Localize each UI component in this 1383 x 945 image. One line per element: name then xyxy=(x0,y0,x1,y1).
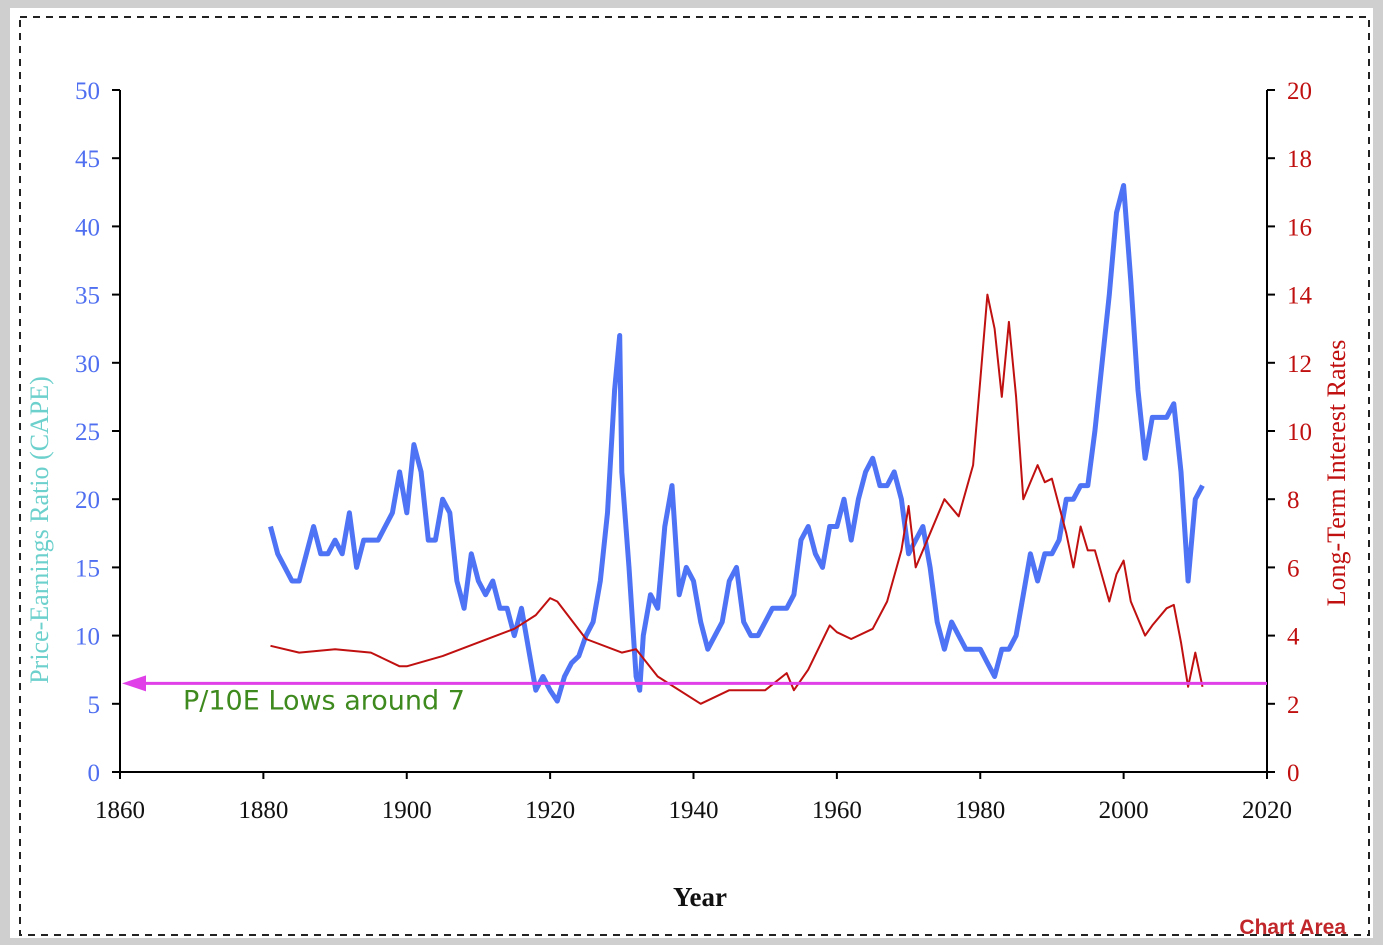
chart-background xyxy=(10,8,1373,938)
right-tick-label: 12 xyxy=(1287,351,1312,378)
right-tick-label: 4 xyxy=(1287,624,1300,651)
right-tick-label: 14 xyxy=(1287,283,1313,310)
left-tick-label: 35 xyxy=(75,283,100,310)
left-tick-label: 25 xyxy=(75,419,100,446)
x-tick-label: 2020 xyxy=(1242,797,1292,824)
left-tick-label: 20 xyxy=(75,487,100,514)
left-tick-label: 5 xyxy=(88,692,101,719)
left-axis-title: Price-Earnings Ratio (CAPE) xyxy=(25,376,54,684)
cape-series-line xyxy=(268,183,1205,704)
x-tick-label: 2000 xyxy=(1099,797,1149,824)
left-tick-label: 45 xyxy=(75,146,100,173)
right-tick-label: 18 xyxy=(1287,146,1312,173)
left-tick-label: 30 xyxy=(75,351,100,378)
right-tick-label: 8 xyxy=(1287,487,1300,514)
right-axis-title: Long-Term Interest Rates xyxy=(1322,340,1351,607)
annotation-label: P/10E Lows around 7 xyxy=(183,685,465,716)
interest-rate-series-line xyxy=(270,293,1204,705)
x-axis-title: Year xyxy=(673,882,727,912)
chart-area-label: Chart Area xyxy=(1239,916,1346,939)
left-tick-label: 50 xyxy=(75,78,100,105)
right-tick-label: 10 xyxy=(1287,419,1312,446)
right-tick-label: 6 xyxy=(1287,555,1300,582)
x-tick-label: 1880 xyxy=(238,797,288,824)
left-tick-label: 40 xyxy=(75,214,100,241)
left-tick-label: 0 xyxy=(88,760,101,787)
left-tick-label: 15 xyxy=(75,555,100,582)
arrow-head-icon xyxy=(122,675,146,692)
x-tick-label: 1960 xyxy=(812,797,862,824)
x-tick-label: 1980 xyxy=(955,797,1005,824)
right-tick-label: 16 xyxy=(1287,214,1312,241)
left-tick-label: 10 xyxy=(75,624,100,651)
x-tick-label: 1940 xyxy=(669,797,719,824)
x-tick-label: 1860 xyxy=(95,797,145,824)
right-tick-label: 0 xyxy=(1287,760,1300,787)
right-tick-label: 20 xyxy=(1287,78,1312,105)
right-tick-label: 2 xyxy=(1287,692,1300,719)
x-tick-label: 1920 xyxy=(525,797,575,824)
chart-area-border xyxy=(19,16,1370,936)
x-tick-label: 1900 xyxy=(382,797,432,824)
